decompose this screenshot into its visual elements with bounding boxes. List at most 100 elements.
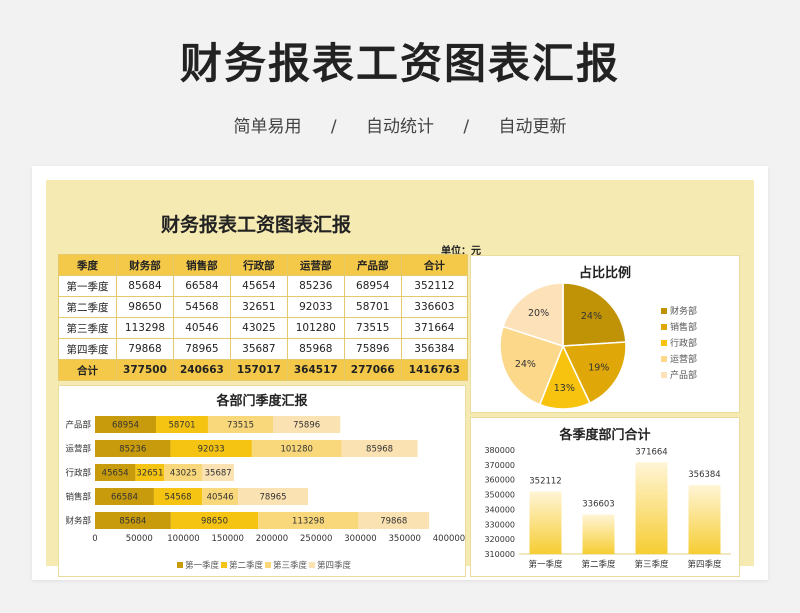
feature-tags: 简单易用 / 自动统计 / 自动更新 xyxy=(0,112,800,137)
y-tick-label: 360000 xyxy=(484,476,515,485)
x-tick-label: 0 xyxy=(92,534,97,544)
total-cell: 合计 xyxy=(58,359,117,381)
pie-slice-label: 24% xyxy=(515,359,536,370)
bar-segment xyxy=(153,488,203,505)
legend-label: 第三季度 xyxy=(273,560,308,571)
spreadsheet-area: 财务报表工资图表汇报 单位：元 季度 财务部 销售部 行政部 运营部 产品部 合… xyxy=(46,180,754,577)
legend-swatch xyxy=(661,372,667,378)
bar-segment xyxy=(170,440,252,457)
legend-swatch xyxy=(177,562,183,568)
y-category-label: 行政部 xyxy=(65,468,91,479)
table-cell: 68954 xyxy=(343,275,402,297)
legend-swatch xyxy=(221,562,227,568)
tag-separator: / xyxy=(330,117,337,137)
legend-swatch xyxy=(661,324,667,330)
y-tick-label: 320000 xyxy=(484,535,515,544)
bar-segment xyxy=(202,464,234,481)
salary-table: 季度 财务部 销售部 行政部 运营部 产品部 合计 第一季度 85684 665… xyxy=(58,254,469,381)
bar-value-label: 101280 xyxy=(280,445,312,455)
table-cell: 92033 xyxy=(286,296,345,318)
column-value-label: 356384 xyxy=(688,470,720,480)
y-category-label: 财务部 xyxy=(65,516,91,527)
legend-label: 财务部 xyxy=(670,305,697,317)
column-bar xyxy=(635,462,668,554)
table-row: 第三季度 113298 40546 43025 101280 73515 371… xyxy=(58,317,469,339)
table-cell: 54568 xyxy=(172,296,231,318)
table-header-cell: 销售部 xyxy=(172,254,231,276)
table-cell: 58701 xyxy=(343,296,402,318)
pie-slice-label: 20% xyxy=(528,308,549,319)
total-cell: 277066 xyxy=(343,359,402,381)
bar-value-label: 75896 xyxy=(293,421,320,431)
bar-segment xyxy=(95,464,136,481)
legend-label: 销售部 xyxy=(670,321,697,333)
legend-swatch xyxy=(661,340,667,346)
x-category-label: 第三季度 xyxy=(634,559,669,570)
sheet-title: 财务报表工资图表汇报 xyxy=(160,214,351,236)
bar-segment xyxy=(135,464,165,481)
table-row: 第二季度 98650 54568 32651 92033 58701 33660… xyxy=(58,296,469,318)
bar-value-label: 35687 xyxy=(205,469,232,479)
y-tick-label: 340000 xyxy=(484,505,515,514)
table-header-cell: 行政部 xyxy=(229,254,288,276)
x-tick-label: 200000 xyxy=(256,534,288,544)
x-tick-label: 350000 xyxy=(389,534,421,544)
x-category-label: 第一季度 xyxy=(528,559,563,570)
bar-segment xyxy=(358,512,430,529)
table-cell: 85684 xyxy=(116,275,174,297)
column-chart: 380000 370000 360000 350000 340000 330000 3200… xyxy=(484,446,731,570)
bar-value-label: 85968 xyxy=(366,445,393,455)
bar-value-label: 66584 xyxy=(111,493,138,503)
total-cell: 364517 xyxy=(286,359,345,381)
y-tick-label: 310000 xyxy=(484,550,515,559)
bar-value-label: 40546 xyxy=(207,493,234,503)
table-cell: 336603 xyxy=(400,296,469,318)
table-cell: 40546 xyxy=(172,317,231,339)
x-tick-label: 400000 xyxy=(433,534,465,544)
bar-segment xyxy=(258,512,359,529)
column-chart-panel: 各季度部门合计 380000 370000 360000 350000 340000 33… xyxy=(470,417,740,577)
legend-label: 第四季度 xyxy=(317,560,352,571)
column-value-label: 336603 xyxy=(582,499,614,509)
bar-segment xyxy=(341,440,418,457)
y-tick-label: 380000 xyxy=(484,446,515,455)
bar-segment xyxy=(95,440,171,457)
legend-swatch xyxy=(661,356,667,362)
x-tick-label: 100000 xyxy=(167,534,199,544)
column-bar xyxy=(582,514,615,554)
x-tick-label: 250000 xyxy=(300,534,332,544)
preview-card: 财务报表工资图表汇报 单位：元 季度 财务部 销售部 行政部 运营部 产品部 合… xyxy=(32,166,768,580)
column-value-label: 352112 xyxy=(529,476,561,486)
table-cell: 85236 xyxy=(286,275,345,297)
bar-segment xyxy=(95,488,154,505)
legend-label: 行政部 xyxy=(670,337,697,349)
bar-segment xyxy=(251,440,342,457)
tag-separator: / xyxy=(463,117,470,137)
legend-label: 运营部 xyxy=(670,353,697,365)
y-tick-label: 330000 xyxy=(484,520,515,529)
bar-segment xyxy=(273,416,341,433)
y-category-label: 产品部 xyxy=(65,420,91,431)
bar-value-label: 73515 xyxy=(227,421,254,431)
total-cell: 240663 xyxy=(172,359,231,381)
table-total-row: 合计 377500 240663 157017 364517 277066 14… xyxy=(58,359,469,381)
table-row: 第四季度 79868 78965 35687 85968 75896 35638… xyxy=(58,338,469,360)
bar-chart-title: 各部门季度汇报 xyxy=(216,394,308,409)
legend-swatch xyxy=(309,562,315,568)
pie-slice xyxy=(499,325,564,406)
table-cell: 32651 xyxy=(229,296,288,318)
tag-auto-update: 自动更新 xyxy=(498,117,567,137)
bar-value-label: 85684 xyxy=(119,517,146,527)
bar-segment xyxy=(238,488,308,505)
table-cell: 75896 xyxy=(343,338,402,360)
column-bar xyxy=(688,485,721,554)
y-category-label: 运营部 xyxy=(65,444,91,455)
bar-segment xyxy=(95,512,171,529)
table-cell: 371664 xyxy=(400,317,469,339)
column-bar xyxy=(529,491,562,554)
pie-slice-label: 19% xyxy=(588,363,609,374)
table-header-cell: 合计 xyxy=(400,254,469,276)
pie-slice xyxy=(561,341,627,405)
bar-value-label: 58701 xyxy=(168,421,195,431)
